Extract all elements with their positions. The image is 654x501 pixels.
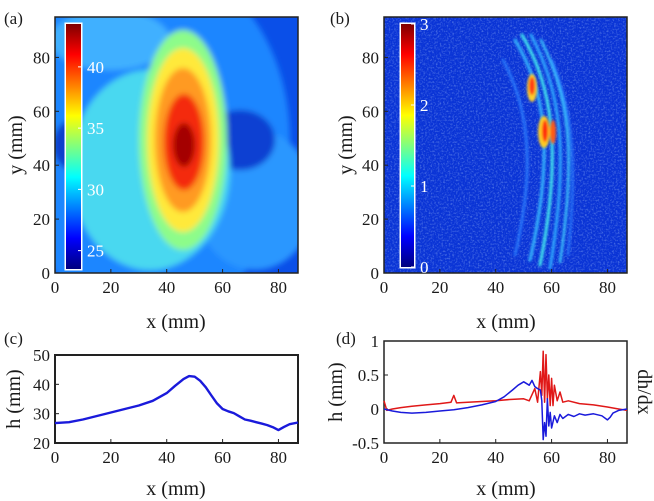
series-group-c xyxy=(54,374,299,432)
x-tick-label: 20 xyxy=(102,448,119,467)
y-tick-label: 60 xyxy=(362,102,379,121)
heatmap-b-ridge xyxy=(539,38,570,264)
y-tick-label: 1 xyxy=(371,332,380,351)
heatmap-b-hotspot xyxy=(550,120,556,144)
colorbar-tick-label: 1 xyxy=(420,177,429,196)
heatmap-b-ridge xyxy=(551,59,574,256)
colorbar-b xyxy=(399,22,416,269)
colorbar-b-gradient xyxy=(401,24,414,267)
plot-frame-c xyxy=(54,354,299,444)
panel-label-d: (d) xyxy=(336,329,356,348)
series-group-d xyxy=(383,350,628,441)
colorbar-tick-label: 3 xyxy=(420,15,429,34)
heatmap-b-hotspot xyxy=(542,120,548,142)
plot-frame-b xyxy=(383,16,628,274)
colorbar-tick-label: 40 xyxy=(87,58,104,77)
x-tick-label: 40 xyxy=(158,448,175,467)
x-tick-label: 80 xyxy=(599,448,616,467)
colorbar-tick-label: 25 xyxy=(87,242,104,261)
y-axis-label-right-d: dh/dx xyxy=(633,369,654,415)
y-tick-label: 80 xyxy=(33,48,50,67)
panel-label-b: (b) xyxy=(330,9,350,28)
series-line-h xyxy=(54,374,299,432)
y-tick-label: 60 xyxy=(33,102,50,121)
heatmap-a-field xyxy=(173,123,195,167)
plot-frame-a xyxy=(54,16,299,274)
heatmap-a-field xyxy=(55,17,170,70)
axis-ticks-d: 0 20 40 60 80-0.500.51 xyxy=(352,332,616,467)
x-tick-label: 20 xyxy=(102,278,119,297)
y-tick-label: 40 xyxy=(362,156,379,175)
x-tick-label: 60 xyxy=(543,448,560,467)
y-tick-label: -0.5 xyxy=(352,434,379,453)
y-tick-label: 50 xyxy=(33,346,50,365)
y-tick-label: 40 xyxy=(33,375,50,394)
y-tick-label: 0.5 xyxy=(358,366,379,385)
x-tick-label: 80 xyxy=(599,278,616,297)
x-tick-label: 0 xyxy=(380,278,389,297)
colorbar-a-gradient xyxy=(66,24,81,269)
colorbar-tick-label: 2 xyxy=(420,96,429,115)
x-tick-label: 60 xyxy=(214,448,231,467)
y-tick-label: 0 xyxy=(371,264,380,283)
y-axis-label-c: h (mm) xyxy=(3,369,25,428)
heatmap-b xyxy=(384,17,627,273)
colorbar-tick-label: 35 xyxy=(87,119,104,138)
x-tick-label: 20 xyxy=(431,278,448,297)
heatmap-b-speckle xyxy=(384,17,627,273)
x-tick-label: 40 xyxy=(487,278,504,297)
y-axis-label-d: h (mm) xyxy=(325,362,347,421)
y-tick-label: 20 xyxy=(33,434,50,453)
y-tick-label: 0 xyxy=(42,264,51,283)
series-line-dhdx xyxy=(383,350,628,412)
x-tick-label: 0 xyxy=(51,278,60,297)
colorbar-a-ticks: 25 30 35 40 xyxy=(78,58,104,261)
colorbar-a xyxy=(64,22,83,271)
axis-ticks-a: 0 20 40 60 80 0 20 40 60 80 xyxy=(33,48,287,297)
colorbar-b-ticks: 0 1 2 3 xyxy=(411,15,429,277)
x-tick-label: 60 xyxy=(214,278,231,297)
y-tick-label: 20 xyxy=(362,210,379,229)
x-axis-label-a: x (mm) xyxy=(146,311,205,333)
heatmap-b-ridge xyxy=(501,58,529,257)
x-tick-label: 0 xyxy=(380,448,389,467)
y-tick-label: 40 xyxy=(33,156,50,175)
colorbar-tick-label: 0 xyxy=(420,258,429,277)
heatmap-b-hotspot xyxy=(529,77,535,95)
y-axis-label-b: y (mm) xyxy=(335,115,357,174)
y-axis-label-a: y (mm) xyxy=(5,115,27,174)
heatmap-a xyxy=(55,17,298,273)
x-tick-label: 40 xyxy=(158,278,175,297)
x-axis-label-b: x (mm) xyxy=(476,311,535,333)
x-tick-label: 0 xyxy=(51,448,60,467)
panel-label-a: (a) xyxy=(4,9,23,28)
x-tick-label: 40 xyxy=(487,448,504,467)
plot-frame-d xyxy=(383,340,628,444)
panel-label-c: (c) xyxy=(4,329,23,348)
y-tick-label: 30 xyxy=(33,405,50,424)
series-line-h-d xyxy=(383,379,628,441)
x-tick-label: 80 xyxy=(270,448,287,467)
x-tick-label: 20 xyxy=(431,448,448,467)
y-tick-label: 80 xyxy=(362,48,379,67)
x-axis-label-d: x (mm) xyxy=(476,478,535,500)
x-tick-label: 80 xyxy=(270,278,287,297)
y-tick-label: 20 xyxy=(33,210,50,229)
y-tick-label: 0 xyxy=(371,400,380,419)
x-tick-label: 60 xyxy=(543,278,560,297)
heatmap-b-ridge xyxy=(529,33,562,270)
colorbar-tick-label: 30 xyxy=(87,180,104,199)
x-axis-label-c: x (mm) xyxy=(146,478,205,500)
